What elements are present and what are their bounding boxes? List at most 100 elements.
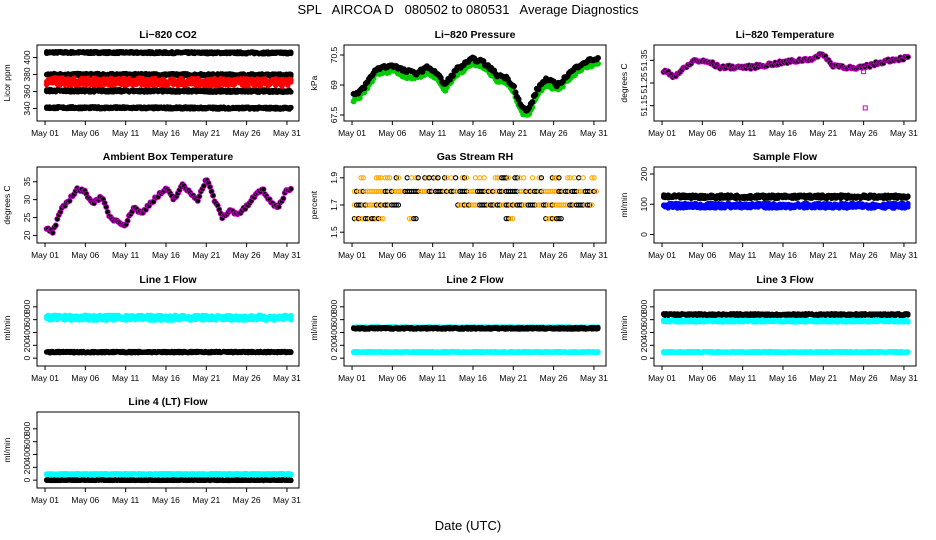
data-point-rh [424,175,430,181]
data-point-temp [210,192,217,199]
x-tick-label: May 01 [338,250,366,260]
data-point-temp [103,204,110,211]
y-tick-label: 1.9 [329,172,339,184]
data-point-rh [565,175,571,181]
panel-title: Sample Flow [753,151,818,163]
y-tick-label: 0 [639,232,649,237]
data-point-rh [556,175,562,181]
data-point-rh [461,175,468,181]
data-point-rh [380,215,386,222]
data-point-cyan [288,317,294,323]
y-tick-label: 380 [22,67,32,81]
x-tick-label: May 16 [459,128,487,138]
plot-frame [653,166,917,244]
data-point-rh [448,175,454,181]
x-tick-label: May 31 [890,128,918,138]
data-point-temp [200,182,207,189]
data-point-rh [591,188,597,195]
x-tick-label: May 16 [152,128,180,138]
data-point-rh [415,175,421,181]
data-point-temp [49,229,56,236]
x-tick-label: May 26 [233,128,261,138]
panel-title: Li−820 CO2 [139,29,197,41]
y-tick-label: 20 [22,230,32,240]
y-axis-label: ml/min [2,315,12,340]
x-tick-label: May 21 [499,128,527,138]
data-point-rh [375,175,382,181]
x-tick-label: May 31 [273,128,301,138]
x-tick-label: May 26 [850,128,878,138]
x-tick-label: May 21 [809,250,837,260]
data-point-upper [288,50,294,57]
data-point-black [515,96,522,103]
x-tick-label: May 21 [192,128,220,138]
data-point-rh [413,175,419,181]
data-point-rh [589,202,595,208]
x-tick-label: May 11 [729,128,757,138]
x-tick-label: May 11 [112,128,140,138]
panel-title: Ambient Box Temperature [103,151,234,163]
x-tick-label: May 01 [648,250,676,260]
y-tick-label: 400 [22,50,32,64]
data-point-upper [288,105,294,111]
x-tick-label: May 16 [459,250,487,260]
data-points [44,312,294,356]
data-point-rh [580,175,586,181]
x-tick-label: May 26 [850,250,878,260]
y-axis-label: kPa [309,75,319,90]
data-point-upper [288,72,294,78]
y-tick-label: 67.5 [329,106,339,123]
x-tick-label: May 21 [192,250,220,260]
x-tick-label: May 26 [233,250,261,260]
x-tick-label: May 01 [648,128,676,138]
data-point-rh [521,175,527,181]
data-point-temp [260,186,267,193]
data-point-rh [576,175,582,181]
y-tick-label: 1.5 [329,226,339,238]
y-axis-label: degrees C [2,185,12,224]
data-point-rh [554,175,560,181]
x-tick-label: May 01 [338,128,366,138]
y-axis-label: ml/min [619,192,629,217]
data-point-temp [196,193,203,200]
x-tick-label: May 21 [809,128,837,138]
data-point-black [594,54,601,61]
data-point-rh [408,175,415,181]
x-tick-label: May 06 [71,128,99,138]
x-tick-label: May 16 [152,250,180,260]
data-point-rh [571,175,578,181]
data-point-black [449,72,456,79]
x-tick-label: May 06 [378,128,406,138]
data-point-rh [378,215,384,222]
plot-frame [36,44,300,122]
x-tick-label: May 16 [769,128,797,138]
data-points [660,51,911,111]
data-point-rh [358,175,364,181]
panel-title: Li−820 Temperature [736,29,835,41]
panel-title: Line 1 Flow [139,274,197,286]
x-tick-label: May 06 [378,250,406,260]
data-points [661,192,911,211]
data-point-rh [441,175,448,181]
y-tick-label: 200 [639,167,649,181]
y-tick-label: 51.35 [639,49,649,71]
data-points [44,48,294,112]
data-point-rh [514,175,520,181]
x-tick-label: May 11 [729,250,757,260]
main-title: SPL AIRCOA D 080502 to 080531 Average Di… [297,2,639,17]
x-tick-label: May 11 [419,128,447,138]
outlier-point [862,105,868,111]
data-point-upper [288,89,294,95]
outlier-point [861,69,867,75]
x-tick-label: May 11 [419,250,447,260]
data-points [43,177,294,236]
y-tick-label: 100 [639,197,649,211]
data-point-rh [529,175,536,181]
data-point-rh [503,175,509,181]
data-point-rh [591,175,597,181]
x-tick-label: May 31 [890,250,918,260]
plot-frame [343,44,607,122]
data-point-temp [124,217,131,224]
